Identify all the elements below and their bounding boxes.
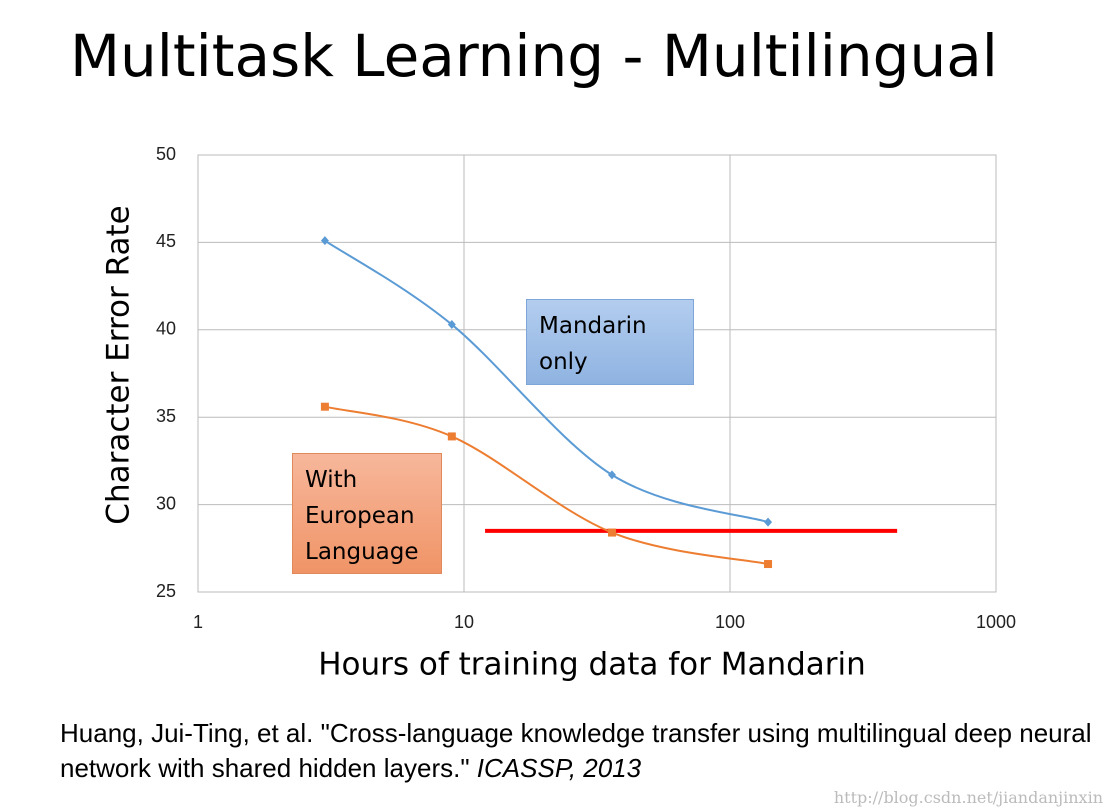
y-tick-label: 50 [156,144,176,164]
x-tick-label: 1 [193,612,203,632]
y-tick-label: 45 [156,231,176,251]
point-marker [320,402,329,411]
point-marker [607,528,616,537]
y-tick-label: 25 [156,581,176,601]
x-axis-label: Hours of training data for Mandarin [318,647,866,683]
y-tick-label: 40 [156,319,176,339]
series-label: Mandarin only [539,313,647,375]
point-marker [764,560,773,569]
citation: Huang, Jui-Ting, et al. "Cross-language … [60,716,1100,786]
point-marker [320,236,329,246]
point-marker [447,432,456,441]
y-axis-label: Character Error Rate [101,205,137,524]
series-label-box: With European Language [292,453,442,574]
y-tick-label: 35 [156,406,176,426]
x-tick-label: 1000 [976,612,1016,632]
point-marker [447,320,456,330]
series-line [324,405,769,566]
x-tick-label: 10 [454,612,474,632]
citation-text: Huang, Jui-Ting, et al. "Cross-language … [60,718,1092,783]
series-label: With European Language [305,467,419,565]
x-tick-label: 100 [715,612,745,632]
citation-venue: ICASSP, 2013 [476,753,642,783]
y-tick-label: 30 [156,493,176,513]
series-line [324,239,769,524]
slide-title: Multitask Learning - Multilingual [70,22,998,90]
point-marker [607,470,616,480]
series-label-box: Mandarin only [526,299,694,385]
watermark: http://blog.csdn.net/jiandanjinxin [833,788,1103,807]
point-marker [764,517,773,527]
